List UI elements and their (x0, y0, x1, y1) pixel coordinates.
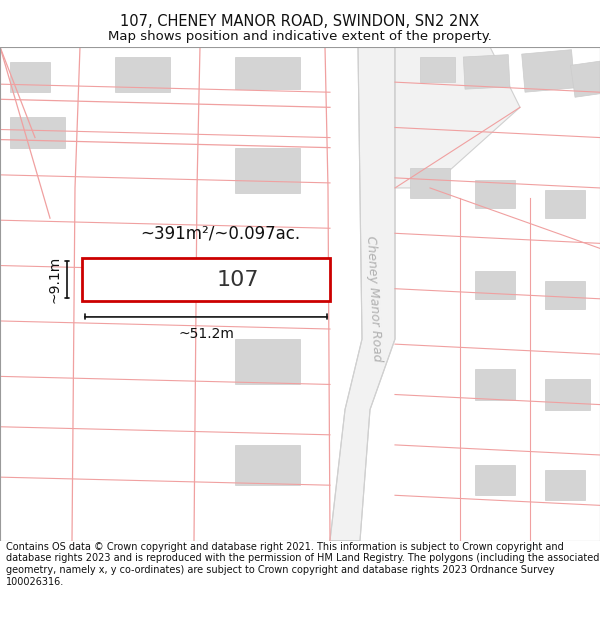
Bar (410, 168, 450, 198)
Bar (463, 54, 510, 89)
Bar (545, 281, 585, 309)
Text: ~9.1m: ~9.1m (48, 256, 62, 303)
Bar (545, 379, 590, 409)
Bar (115, 57, 170, 92)
Bar (235, 148, 300, 193)
Text: Map shows position and indicative extent of the property.: Map shows position and indicative extent… (108, 30, 492, 43)
Text: Cheney Manor Road: Cheney Manor Road (364, 236, 384, 362)
Bar (475, 369, 515, 399)
Text: 107: 107 (217, 269, 259, 289)
Bar (545, 470, 585, 501)
Bar (10, 118, 65, 148)
Polygon shape (395, 47, 520, 188)
Bar (235, 57, 300, 89)
Bar (475, 180, 515, 208)
Bar (420, 57, 455, 82)
Bar (475, 271, 515, 299)
Text: ~51.2m: ~51.2m (178, 327, 234, 341)
Text: ~391m²/~0.097ac.: ~391m²/~0.097ac. (140, 224, 300, 243)
Text: Contains OS data © Crown copyright and database right 2021. This information is : Contains OS data © Crown copyright and d… (6, 542, 599, 587)
Bar (545, 190, 585, 218)
Bar (235, 445, 300, 485)
Bar (82, 259, 330, 301)
Bar (571, 61, 600, 98)
Bar (475, 465, 515, 495)
Bar (235, 339, 300, 384)
Bar (10, 62, 50, 92)
Bar (521, 49, 575, 92)
Text: 107, CHENEY MANOR ROAD, SWINDON, SN2 2NX: 107, CHENEY MANOR ROAD, SWINDON, SN2 2NX (121, 14, 479, 29)
Polygon shape (330, 47, 395, 541)
